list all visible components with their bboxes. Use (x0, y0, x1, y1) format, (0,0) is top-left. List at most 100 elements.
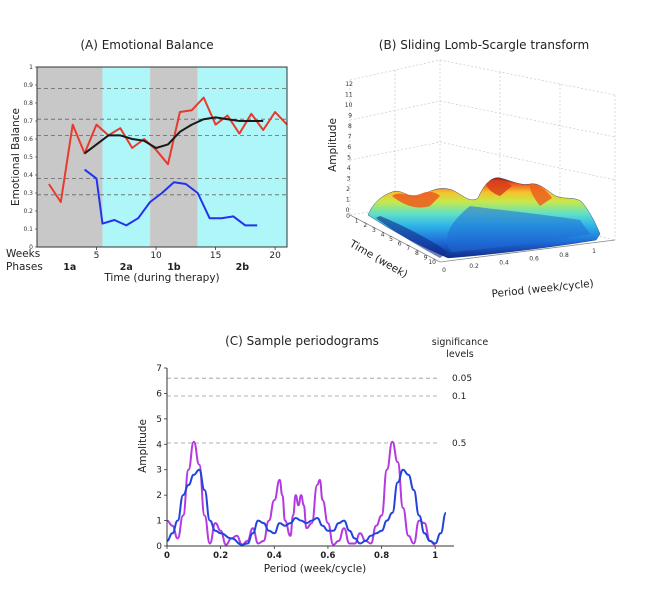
phase-label-1b: 1b (167, 262, 181, 273)
y-tick-label: 2 (156, 491, 162, 501)
y-tick-label: 0.9 (23, 82, 33, 89)
phase-band-2b (197, 67, 287, 247)
z-tick-label: 0 (346, 207, 350, 214)
y-tick-label: 1 (156, 517, 162, 527)
panel-a: (A) Emotional Balance 0 0.1 0.2 0.3 0.4 0.5 0.… (6, 38, 288, 284)
significance-label: 0.05 (452, 374, 472, 384)
x-tick-label: 1 (432, 551, 438, 561)
z-tick-label: 3 (346, 176, 350, 183)
panel-a-y-ticks: 0 0.1 0.2 0.3 0.4 0.5 0.6 0.7 0.8 0.9 1 (23, 64, 37, 251)
x-tick-label: 10 (150, 251, 162, 261)
y-tick-label: 0.7 (23, 118, 33, 125)
z-tick-label: 4 (347, 165, 351, 172)
time-tick-label: 6 (398, 241, 402, 248)
time-tick-label: 0 (346, 213, 350, 220)
time-tick-label: 2 (363, 222, 367, 229)
x-tick-label: 20 (269, 251, 281, 261)
phase-backgrounds (37, 67, 287, 247)
y-tick-label: 0.5 (23, 154, 33, 161)
y-tick-label: 6 (156, 389, 162, 399)
y-tick-label: 0.2 (23, 208, 33, 215)
time-tick-label: 9 (424, 254, 428, 261)
y-tick-label: 0 (156, 542, 162, 552)
z-tick-label: 5 (347, 155, 351, 162)
period-tick-label: 0.4 (499, 259, 509, 266)
time-tick-label: 8 (415, 250, 419, 257)
y-tick-label: 0.8 (23, 100, 33, 107)
z-tick-label: 1 (346, 197, 350, 204)
panel-a-x-label: Time (during therapy) (103, 272, 219, 284)
significance-label: 0.5 (452, 439, 466, 449)
significance-label: 0.1 (452, 392, 466, 402)
z-tick-label: 2 (346, 186, 350, 193)
panel-a-x-ticks: 5 10 15 20 (94, 247, 281, 261)
z-tick-label: 7 (348, 134, 352, 141)
periodogram-line-1 (166, 468, 447, 546)
y-tick-label: 1 (29, 64, 33, 71)
phase-label-2a: 2a (120, 262, 133, 273)
panel-a-title: (A) Emotional Balance (80, 38, 213, 52)
x-tick-label: 15 (210, 251, 221, 261)
y-tick-label: 0.6 (23, 136, 33, 143)
z-tick-label: 8 (348, 123, 352, 130)
panel-c-y-label: Amplitude (137, 419, 149, 473)
panel-c-x-ticks: 0 0.2 0.4 0.6 0.8 1 (164, 546, 438, 561)
panel-c-series (166, 440, 447, 546)
y-tick-label: 0 (29, 244, 33, 251)
y-tick-label: 4 (156, 440, 162, 450)
time-tick-label: 1 (355, 218, 359, 225)
z-tick-label: 9 (348, 113, 352, 120)
z-tick-label: 10 (345, 102, 353, 109)
panel-b-x-label: Period (week/cycle) (491, 278, 594, 301)
time-tick-label: 3 (372, 227, 376, 234)
panel-b: (B) Sliding Lomb-Scargle transform (327, 38, 616, 301)
x-tick-label: 0 (164, 551, 170, 561)
significance-title-line1: significance (432, 337, 489, 348)
period-tick-label: 0 (442, 267, 446, 274)
y-tick-label: 5 (156, 415, 162, 425)
panel-b-z-label: Amplitude (327, 118, 339, 172)
panel-c: (C) Sample periodograms significance lev… (137, 334, 488, 575)
time-tick-label: 4 (381, 231, 385, 238)
periodogram-line-0 (166, 440, 436, 546)
phase-labels: 1a 2a 1b 2b (63, 262, 249, 273)
phase-label-1a: 1a (63, 262, 76, 273)
time-tick-label: 7 (406, 245, 410, 252)
panel-a-y-label: Emotional Balance (10, 108, 22, 206)
phase-band-1b (150, 67, 198, 247)
y-tick-label: 0.3 (23, 190, 33, 197)
time-tick-label: 5 (389, 236, 393, 243)
z-tick-label: 11 (345, 92, 353, 99)
phase-label-2b: 2b (236, 262, 250, 273)
x-tick-label: 0.8 (374, 551, 389, 561)
panel-c-y-ticks: 0 1 2 3 4 5 6 7 (156, 364, 167, 552)
period-tick-label: 0.8 (559, 252, 569, 259)
period-ticks: 0 0.2 0.4 0.6 0.8 1 (442, 248, 596, 274)
series-line-1 (83, 116, 264, 155)
x-tick-label: 5 (94, 251, 100, 261)
x-tick-label: 0.2 (213, 551, 228, 561)
period-tick-label: 0.2 (469, 263, 479, 270)
panel-a-series (48, 96, 288, 227)
significance-title-line2: levels (446, 349, 474, 360)
panel-c-x-label: Period (week/cycle) (264, 563, 367, 575)
series-line-2 (83, 168, 258, 227)
panel-c-title: (C) Sample periodograms (225, 334, 379, 348)
z-tick-label: 12 (345, 81, 353, 88)
panel-b-title: (B) Sliding Lomb-Scargle transform (379, 38, 589, 52)
y-tick-label: 7 (156, 364, 162, 374)
period-tick-label: 1 (592, 248, 596, 255)
x-tick-label: 0.6 (320, 551, 335, 561)
significance-lines: 0.05 0.1 0.5 (167, 374, 472, 449)
y-tick-label: 0.4 (23, 172, 33, 179)
phases-row-label: Phases (6, 261, 43, 273)
weeks-row-label: Weeks (6, 248, 40, 260)
x-tick-label: 0.4 (267, 551, 282, 561)
surface-plot (367, 177, 601, 259)
surface-axes (349, 214, 616, 263)
phase-band-1a (37, 67, 103, 247)
y-tick-label: 0.1 (23, 226, 33, 233)
